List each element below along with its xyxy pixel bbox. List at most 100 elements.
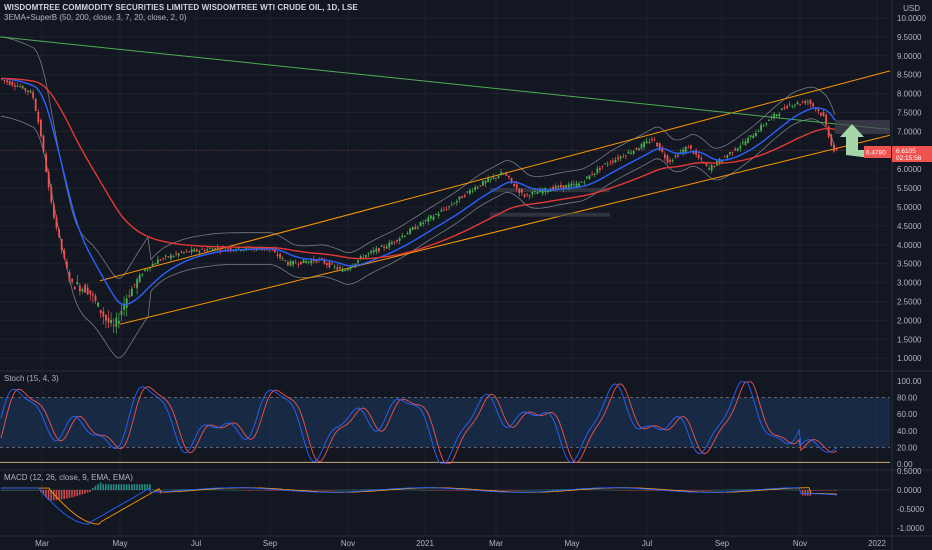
candle [214,247,216,252]
candle [357,259,359,266]
macd-histogram-bar [16,490,19,491]
candle [508,175,510,180]
macd-histogram-bar [739,489,741,490]
macd-label[interactable]: MACD (12, 26, close, 9, EMA, EMA) [4,473,133,482]
macd-histogram-bar [458,490,461,491]
candle [474,184,476,192]
macd-histogram-bar [713,489,715,491]
macd-histogram-bar [222,489,224,491]
candle [674,154,677,159]
macd-histogram-bar [794,489,796,491]
candle [695,147,697,158]
candle [835,146,838,152]
stoch-tick-label: 60.00 [897,410,918,419]
price-axis[interactable]: 10.0000 9.5000 9.0000 8.5000 8.0000 7.5000 7.0… [864,14,932,533]
zone-rect[interactable] [490,212,610,217]
macd-histogram-bar [591,489,593,491]
macd-histogram-bar [149,484,151,490]
candle [180,250,183,254]
trendline[interactable] [0,36,891,131]
candle [799,103,801,106]
candle [417,225,419,230]
macd-histogram-bar [596,489,598,491]
time-axis[interactable]: Mar May Jul Sep Nov 2021 Mar May Jul Sep Nov 2022 [35,539,886,548]
candle [404,235,406,238]
candle [614,156,617,164]
macd-histogram-bar [94,485,97,490]
candle [609,159,612,166]
arrow-annotation[interactable] [840,124,870,158]
macd-histogram-bar [237,489,240,491]
candle [297,261,300,268]
candle [547,190,549,194]
symbol-title[interactable]: WISDOMTREE COMMODITY SECURITIES LIMITED … [4,3,358,12]
price-pane[interactable] [0,36,891,359]
candle [138,272,141,284]
candle [796,100,799,105]
macd-histogram-bar [271,490,273,491]
macd-pane[interactable] [0,482,890,525]
candle [115,312,118,334]
price-tick-label: 2.5000 [897,298,922,307]
candle [333,264,336,270]
stoch-label[interactable]: Stoch (15, 4, 3) [4,374,59,383]
price-tick-label: 7.5000 [897,109,922,118]
candle [110,312,112,327]
candle [349,266,352,272]
candle [66,258,68,270]
candle [136,277,138,295]
candle [339,264,341,271]
candle [55,214,58,231]
macd-histogram-bar [692,490,695,491]
candle [164,254,167,261]
candle [281,256,284,262]
macd-histogram-bar [346,489,349,491]
candle [479,185,482,187]
candle [341,265,344,273]
svg-text:02:15:58: 02:15:58 [896,155,922,162]
macd-histogram-bar [310,490,312,491]
candle [89,290,92,301]
candle [383,244,385,252]
candle [731,151,734,156]
candle [710,164,713,174]
indicator-legend[interactable]: 3EMA+SuperB (50, 200, close, 3, 7, 20, c… [4,13,187,22]
stoch-pane[interactable] [0,381,890,464]
stoch-k-line[interactable] [0,381,838,464]
candle [736,147,739,152]
time-tick-label: Nov [341,539,355,548]
macd-histogram-bar [404,489,406,491]
macd-histogram-bar [453,490,455,491]
macd-histogram-bar [266,490,268,491]
macd-histogram-bar [60,490,63,500]
macd-histogram-bar [131,484,133,490]
zone-rect[interactable] [835,120,890,135]
macd-histogram-bar [398,489,401,490]
macd-histogram-bar [796,489,799,491]
macd-histogram-bar [175,489,177,490]
macd-histogram-bar [528,489,531,491]
macd-histogram-bar [248,490,250,491]
macd-line[interactable] [1,487,838,525]
ema-slow-line[interactable] [1,77,836,260]
stoch-d-line[interactable] [0,381,838,464]
macd-histogram-bar [534,489,536,491]
candle [744,138,747,146]
macd-histogram-bar [419,489,422,491]
macd-histogram-bar [255,490,258,491]
macd-histogram-bar [697,490,700,491]
channel-upper-line[interactable] [99,70,891,282]
macd-histogram-bar [526,489,528,491]
macd-histogram-bar [365,489,367,490]
candle [630,149,632,155]
time-tick-label: Mar [35,539,49,548]
macd-histogram-bar [734,489,736,491]
channel-lower-line[interactable] [119,134,891,325]
price-tick-label: 5.5000 [897,184,922,193]
candle [606,161,609,168]
ema-fast-line[interactable] [0,77,836,306]
candle [502,172,505,176]
candle [791,104,794,109]
candle [50,183,53,205]
